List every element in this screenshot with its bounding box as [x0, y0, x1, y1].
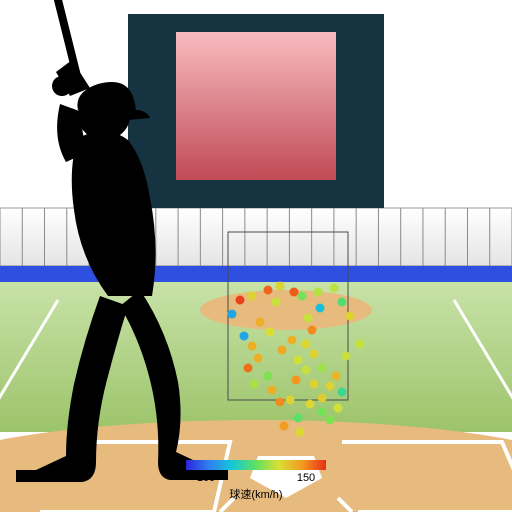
- pitch-marker: [248, 292, 257, 301]
- pitch-marker: [302, 366, 311, 375]
- pitch-marker: [338, 388, 347, 397]
- pitch-marker: [326, 416, 335, 425]
- scoreboard-screen: [176, 32, 336, 180]
- pitch-marker: [330, 284, 339, 293]
- mound-ellipse: [200, 290, 372, 330]
- pitch-marker: [304, 314, 313, 323]
- legend-label: 球速(km/h): [229, 486, 282, 502]
- pitch-marker: [298, 292, 307, 301]
- pitch-marker: [310, 350, 319, 359]
- pitch-marker: [326, 382, 335, 391]
- pitch-marker: [294, 414, 303, 423]
- pitch-marker: [280, 422, 289, 431]
- pitch-marker: [342, 352, 351, 361]
- pitch-marker: [276, 282, 285, 291]
- pitch-marker: [338, 298, 347, 307]
- pitch-marker: [316, 304, 325, 313]
- legend-colorbar: [186, 460, 326, 470]
- pitch-marker: [290, 288, 299, 297]
- pitch-marker: [268, 386, 277, 395]
- pitch-marker: [294, 356, 303, 365]
- scene-svg: [0, 0, 512, 512]
- rail-stripe: [0, 266, 512, 282]
- pitch-marker: [314, 288, 323, 297]
- pitch-marker: [302, 340, 311, 349]
- pitch-marker: [266, 328, 275, 337]
- pitch-marker: [228, 310, 237, 319]
- pitch-marker: [296, 428, 305, 437]
- pitch-marker: [236, 296, 245, 305]
- pitch-marker: [272, 298, 281, 307]
- pitch-marker: [244, 364, 253, 373]
- pitch-marker: [346, 312, 355, 321]
- pitch-marker: [306, 400, 315, 409]
- pitch-location-chart: 100 150 球速(km/h): [0, 0, 512, 512]
- legend-ticks: 100 150: [186, 472, 326, 486]
- pitch-marker: [292, 376, 301, 385]
- pitch-marker: [334, 404, 343, 413]
- pitch-marker: [318, 408, 327, 417]
- pitch-marker: [308, 326, 317, 335]
- pitch-marker: [286, 396, 295, 405]
- pitch-marker: [248, 342, 257, 351]
- speed-legend: 100 150 球速(km/h): [164, 460, 348, 506]
- pitch-marker: [318, 364, 327, 373]
- pitch-marker: [254, 354, 263, 363]
- pitch-marker: [310, 380, 319, 389]
- legend-tick: 100: [197, 472, 215, 484]
- pitch-marker: [318, 394, 327, 403]
- pitch-marker: [256, 318, 265, 327]
- pitch-marker: [250, 380, 259, 389]
- pitch-marker: [264, 286, 273, 295]
- pitch-marker: [240, 332, 249, 341]
- pitch-marker: [288, 336, 297, 345]
- pitch-marker: [356, 340, 365, 349]
- legend-tick: 150: [297, 472, 315, 484]
- pitch-marker: [278, 346, 287, 355]
- pitch-marker: [264, 372, 273, 381]
- pitch-marker: [332, 372, 341, 381]
- pitch-marker: [276, 398, 285, 407]
